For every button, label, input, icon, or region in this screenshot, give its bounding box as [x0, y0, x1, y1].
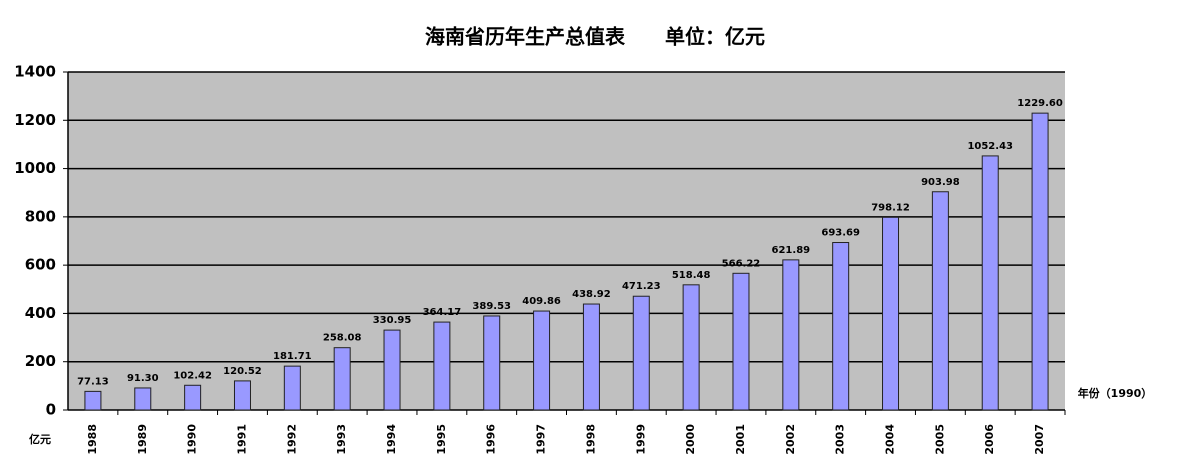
- x-tick-label: 1990: [186, 424, 199, 455]
- bar: [1031, 112, 1049, 411]
- value-label: 181.71: [273, 351, 312, 362]
- y-tick-label: 400: [25, 304, 56, 322]
- x-tick-label: 1988: [86, 424, 99, 455]
- x-tick-label: 1998: [584, 424, 597, 455]
- bar: [582, 303, 600, 411]
- value-label: 518.48: [672, 270, 711, 281]
- x-tick-label: 2004: [884, 424, 897, 455]
- x-tick-label: 1995: [435, 424, 448, 455]
- value-label: 258.08: [323, 333, 362, 344]
- value-label: 621.89: [772, 245, 811, 256]
- value-label: 1052.43: [967, 141, 1013, 152]
- value-label: 91.30: [127, 373, 159, 384]
- y-tick-label: 1400: [14, 63, 56, 81]
- x-tick-label: 2007: [1033, 424, 1046, 455]
- y-tick-label: 1200: [14, 111, 56, 129]
- bar: [483, 315, 501, 411]
- bar: [732, 272, 750, 411]
- bar: [981, 155, 999, 411]
- value-label: 693.69: [821, 228, 860, 239]
- bar: [233, 380, 251, 411]
- bar: [184, 384, 202, 411]
- value-label: 903.98: [921, 177, 960, 188]
- bar: [632, 295, 650, 411]
- bar: [134, 387, 152, 411]
- value-label: 471.23: [622, 281, 661, 292]
- bar: [931, 191, 949, 411]
- bar: [832, 242, 850, 411]
- x-tick-label: 1996: [485, 424, 498, 455]
- bar: [882, 216, 900, 411]
- chart-title: 海南省历年生产总值表 单位：亿元: [425, 25, 765, 49]
- value-label: 389.53: [472, 301, 511, 312]
- value-label: 102.42: [173, 370, 212, 381]
- bar: [782, 259, 800, 411]
- bar: [283, 365, 301, 411]
- value-label: 438.92: [572, 289, 611, 300]
- plot-area: [68, 72, 1065, 410]
- x-tick-label: 1999: [634, 424, 647, 455]
- x-tick-label: 2003: [834, 424, 847, 455]
- y-tick-label: 1000: [14, 159, 56, 177]
- bar: [433, 321, 451, 411]
- x-tick-label: 1992: [285, 424, 298, 455]
- x-tick-label: 1997: [535, 424, 548, 455]
- x-axis-label: 年份（1990）: [1078, 386, 1153, 400]
- bar: [383, 329, 401, 411]
- value-label: 1229.60: [1017, 98, 1063, 109]
- value-label: 364.17: [423, 307, 462, 318]
- y-tick-label: 800: [25, 207, 56, 225]
- value-label: 120.52: [223, 366, 262, 377]
- y-tick-label: 0: [46, 401, 56, 419]
- value-label: 330.95: [373, 315, 412, 326]
- value-label: 409.86: [522, 296, 561, 307]
- x-tick-label: 2006: [983, 424, 996, 455]
- x-tick-label: 2002: [784, 424, 797, 455]
- x-tick-label: 1994: [385, 424, 398, 455]
- x-tick-label: 1991: [235, 424, 248, 455]
- bar: [333, 347, 351, 411]
- x-tick-label: 1989: [136, 424, 149, 455]
- y-unit-label: 亿元: [29, 432, 51, 446]
- bar: [682, 284, 700, 411]
- y-tick-label: 200: [25, 352, 56, 370]
- bar: [84, 390, 102, 411]
- value-label: 77.13: [77, 376, 109, 387]
- bar: [533, 310, 551, 411]
- x-tick-label: 2001: [734, 424, 747, 455]
- y-tick-label: 600: [25, 256, 56, 274]
- value-label: 566.22: [722, 258, 761, 269]
- x-tick-label: 2005: [933, 424, 946, 455]
- x-tick-label: 1993: [335, 424, 348, 455]
- x-tick-label: 2000: [684, 424, 697, 455]
- value-label: 798.12: [871, 202, 910, 213]
